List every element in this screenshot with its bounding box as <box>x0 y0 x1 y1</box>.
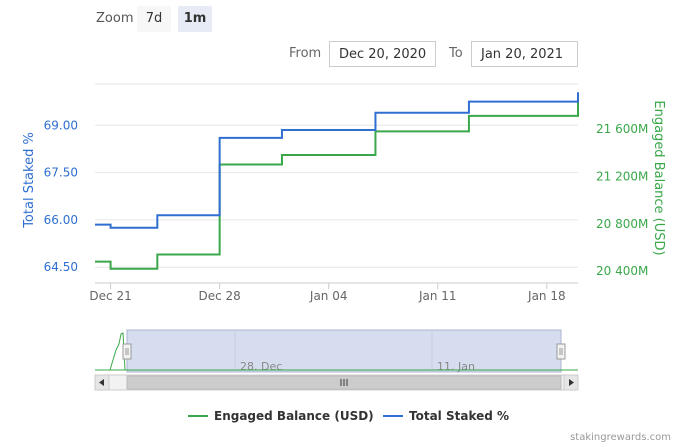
y-left-tick-label: 69.00 <box>44 118 78 132</box>
to-date-input[interactable]: Jan 20, 2021 <box>471 41 578 67</box>
navigator-series-head <box>109 332 126 371</box>
y-left-tick-label: 64.50 <box>44 260 78 274</box>
y-right-axis-title: Engaged Balance (USD) <box>651 100 666 255</box>
zoom-7d-button[interactable]: 7d <box>137 6 171 32</box>
x-tick-label: Dec 28 <box>198 289 240 303</box>
navigator-selection[interactable] <box>126 329 562 373</box>
y-left-axis-title: Total Staked % <box>22 132 37 229</box>
y-left-tick-label: 67.50 <box>44 166 78 180</box>
legend-label-engaged-balance: Engaged Balance (USD) <box>214 409 374 423</box>
from-label: From <box>289 46 322 61</box>
navigator-right-handle[interactable] <box>556 343 566 360</box>
total-staked-line <box>95 92 579 229</box>
y-right-tick-label: 21 200M <box>596 169 648 183</box>
scroll-left-arrow-icon <box>99 379 104 386</box>
credits-link[interactable]: stakingrewards.com <box>570 432 671 443</box>
navigator-label-dec28: 28. Dec <box>240 360 282 373</box>
navigator-left-handle[interactable] <box>122 343 132 360</box>
engaged-balance-line <box>95 100 579 270</box>
navigator[interactable]: 28. Dec 11. Jan <box>95 329 578 373</box>
zoom-1m-button[interactable]: 1m <box>178 6 212 32</box>
x-tick-label: Jan 18 <box>527 289 566 303</box>
legend: Engaged Balance (USD) Total Staked % <box>188 409 509 423</box>
x-tick-label: Jan 04 <box>309 289 348 303</box>
legend-item-total-staked[interactable]: Total Staked % <box>383 409 509 423</box>
x-tick-label: Dec 21 <box>89 289 131 303</box>
to-label: To <box>449 46 463 61</box>
navigator-label-jan11: 11. Jan <box>437 360 475 373</box>
legend-item-engaged-balance[interactable]: Engaged Balance (USD) <box>188 409 374 423</box>
scroll-right-arrow-icon <box>569 379 574 386</box>
x-tick-label: Jan 11 <box>418 289 457 303</box>
from-date-input[interactable]: Dec 20, 2020 <box>329 41 436 67</box>
y-left-tick-label: 66.00 <box>44 213 78 227</box>
y-right-tick-label: 20 800M <box>596 217 648 231</box>
y-right-tick-label: 21 600M <box>596 122 648 136</box>
legend-label-total-staked: Total Staked % <box>409 409 509 423</box>
zoom-label: Zoom <box>96 11 134 26</box>
y-right-tick-label: 20 400M <box>596 264 648 278</box>
scrollbar[interactable] <box>94 374 579 391</box>
